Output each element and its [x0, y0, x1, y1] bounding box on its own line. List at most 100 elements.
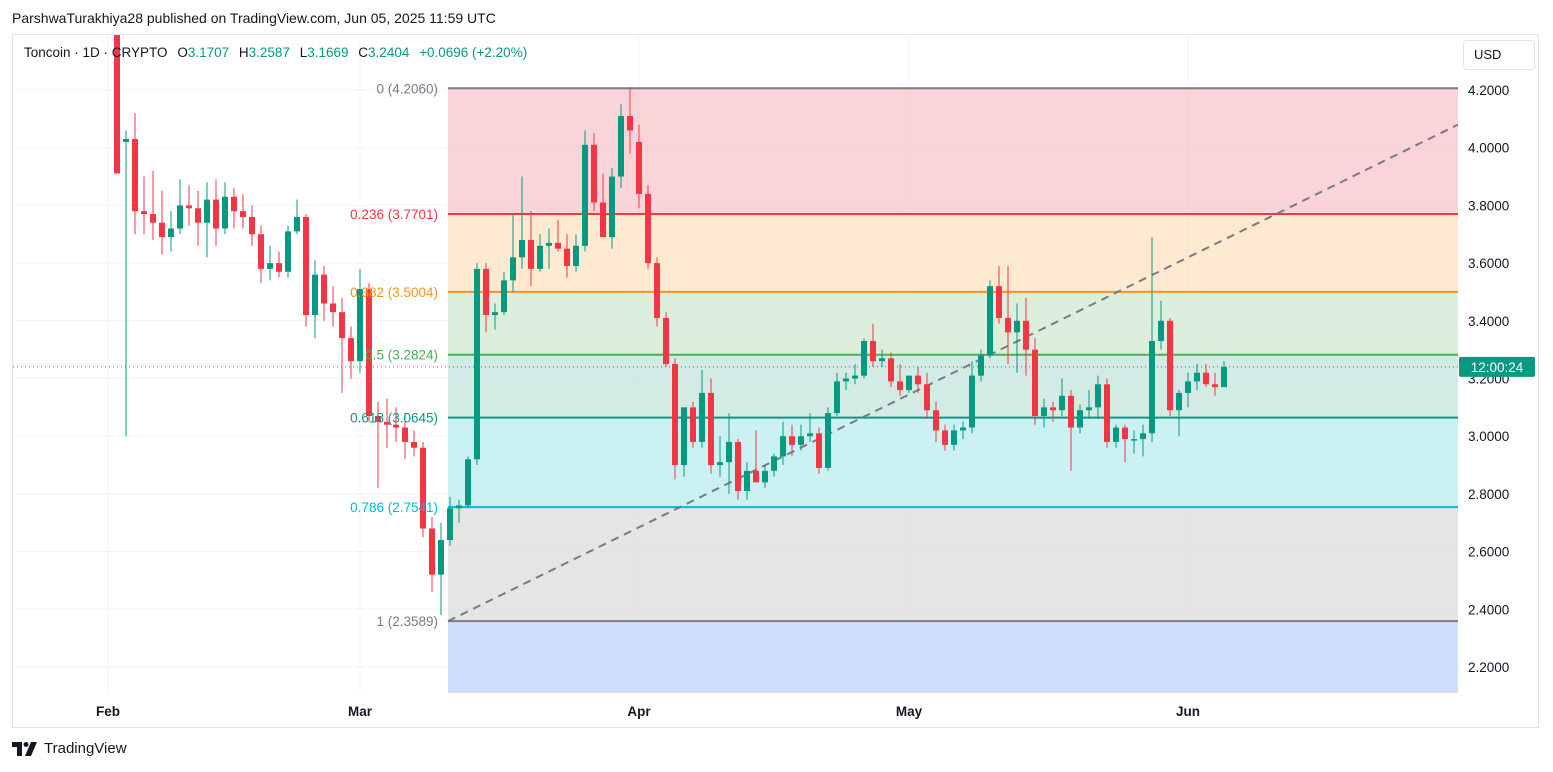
candle	[429, 516, 435, 592]
x-tick-label: Feb	[96, 704, 120, 719]
high-value: 3.2587	[248, 45, 290, 60]
candle-body	[195, 208, 201, 223]
candle-body	[1113, 427, 1119, 442]
candle	[438, 522, 444, 616]
candle	[672, 358, 678, 480]
candle	[339, 297, 345, 393]
candle-body	[384, 421, 390, 425]
candle	[195, 190, 201, 246]
y-tick-label: 2.8000	[1468, 487, 1509, 502]
candle-body	[1194, 372, 1200, 382]
candle	[681, 407, 687, 477]
candle	[807, 413, 813, 442]
candle-body	[681, 407, 687, 466]
candle	[1068, 390, 1074, 471]
candle-body	[915, 375, 921, 385]
candle-body	[357, 289, 363, 362]
candle	[258, 225, 264, 284]
candle-body	[249, 216, 255, 235]
candle-body	[375, 416, 381, 422]
candle-body	[1023, 320, 1029, 350]
candle-body	[213, 199, 219, 229]
candle-body	[780, 436, 786, 457]
candle-body	[159, 222, 165, 238]
published-caption: ParshwaTurakhiya28 published on TradingV…	[12, 10, 496, 26]
candle-body	[267, 263, 273, 269]
candle	[951, 424, 957, 451]
candle-body	[303, 216, 309, 316]
candle-body	[123, 139, 129, 142]
candle	[897, 364, 903, 396]
low-value: 3.1669	[307, 45, 349, 60]
trend-line-dashed	[447, 123, 1459, 623]
candle	[483, 263, 489, 333]
candle-body	[204, 199, 210, 223]
candle-body	[150, 214, 156, 223]
candle-body	[1005, 317, 1011, 333]
fib-zone	[448, 214, 1458, 292]
candle-body	[546, 242, 552, 246]
candle	[555, 219, 561, 252]
candle-body	[1050, 407, 1056, 411]
candle-body	[1014, 320, 1020, 333]
candle	[159, 190, 165, 255]
candle	[1176, 390, 1182, 437]
candle-body	[168, 228, 174, 238]
candle-body	[942, 430, 948, 445]
candle	[375, 401, 381, 489]
candle	[114, 35, 120, 174]
fib-level-label: 0.5 (3.2824)	[365, 348, 438, 363]
candle-body	[447, 508, 453, 541]
candle	[969, 361, 975, 434]
candle	[762, 465, 768, 489]
candle-body	[330, 303, 336, 313]
candle-body	[465, 459, 471, 506]
candle-body	[186, 205, 192, 209]
candle	[744, 462, 750, 500]
candle-body	[429, 528, 435, 575]
footer-brand[interactable]: TradingView	[44, 740, 127, 757]
fib-level-label: 0.618 (3.0645)	[350, 411, 438, 426]
fib-zone	[448, 88, 1458, 215]
candle-body	[636, 141, 642, 194]
candle	[1212, 372, 1218, 396]
candle-body	[1203, 372, 1209, 385]
candle	[1086, 390, 1092, 419]
candle	[600, 173, 606, 238]
candle	[456, 499, 462, 523]
candle	[177, 179, 183, 235]
fib-zone	[448, 507, 1458, 622]
chart-frame[interactable]	[12, 34, 1539, 728]
candle	[1059, 378, 1065, 417]
candle	[204, 182, 210, 258]
candle-body	[870, 340, 876, 362]
fib-zone	[448, 354, 1458, 418]
candle-body	[969, 375, 975, 428]
candle-body	[690, 407, 696, 442]
candle	[411, 430, 417, 457]
open-label: O	[177, 45, 188, 60]
candle-body	[285, 231, 291, 272]
candle-body	[807, 433, 813, 437]
candle-body	[258, 234, 264, 269]
candle-body	[789, 436, 795, 445]
candle	[564, 234, 570, 278]
y-tick-label: 4.0000	[1468, 141, 1509, 156]
candle	[906, 375, 912, 393]
candle-body	[402, 427, 408, 442]
candle	[1194, 364, 1200, 391]
currency-button[interactable]: USD	[1463, 40, 1535, 70]
candle	[276, 251, 282, 278]
candle	[492, 303, 498, 330]
candle	[618, 104, 624, 189]
fib-level-label: 1 (2.3589)	[376, 614, 438, 629]
candle-body	[1086, 407, 1092, 411]
symbol-label[interactable]: Toncoin · 1D · CRYPTO	[24, 45, 168, 60]
candle-body	[1041, 407, 1047, 417]
candle	[402, 413, 408, 460]
candle	[150, 170, 156, 241]
candle-body	[1167, 320, 1173, 411]
candle-body	[573, 245, 579, 266]
candle	[501, 271, 507, 316]
